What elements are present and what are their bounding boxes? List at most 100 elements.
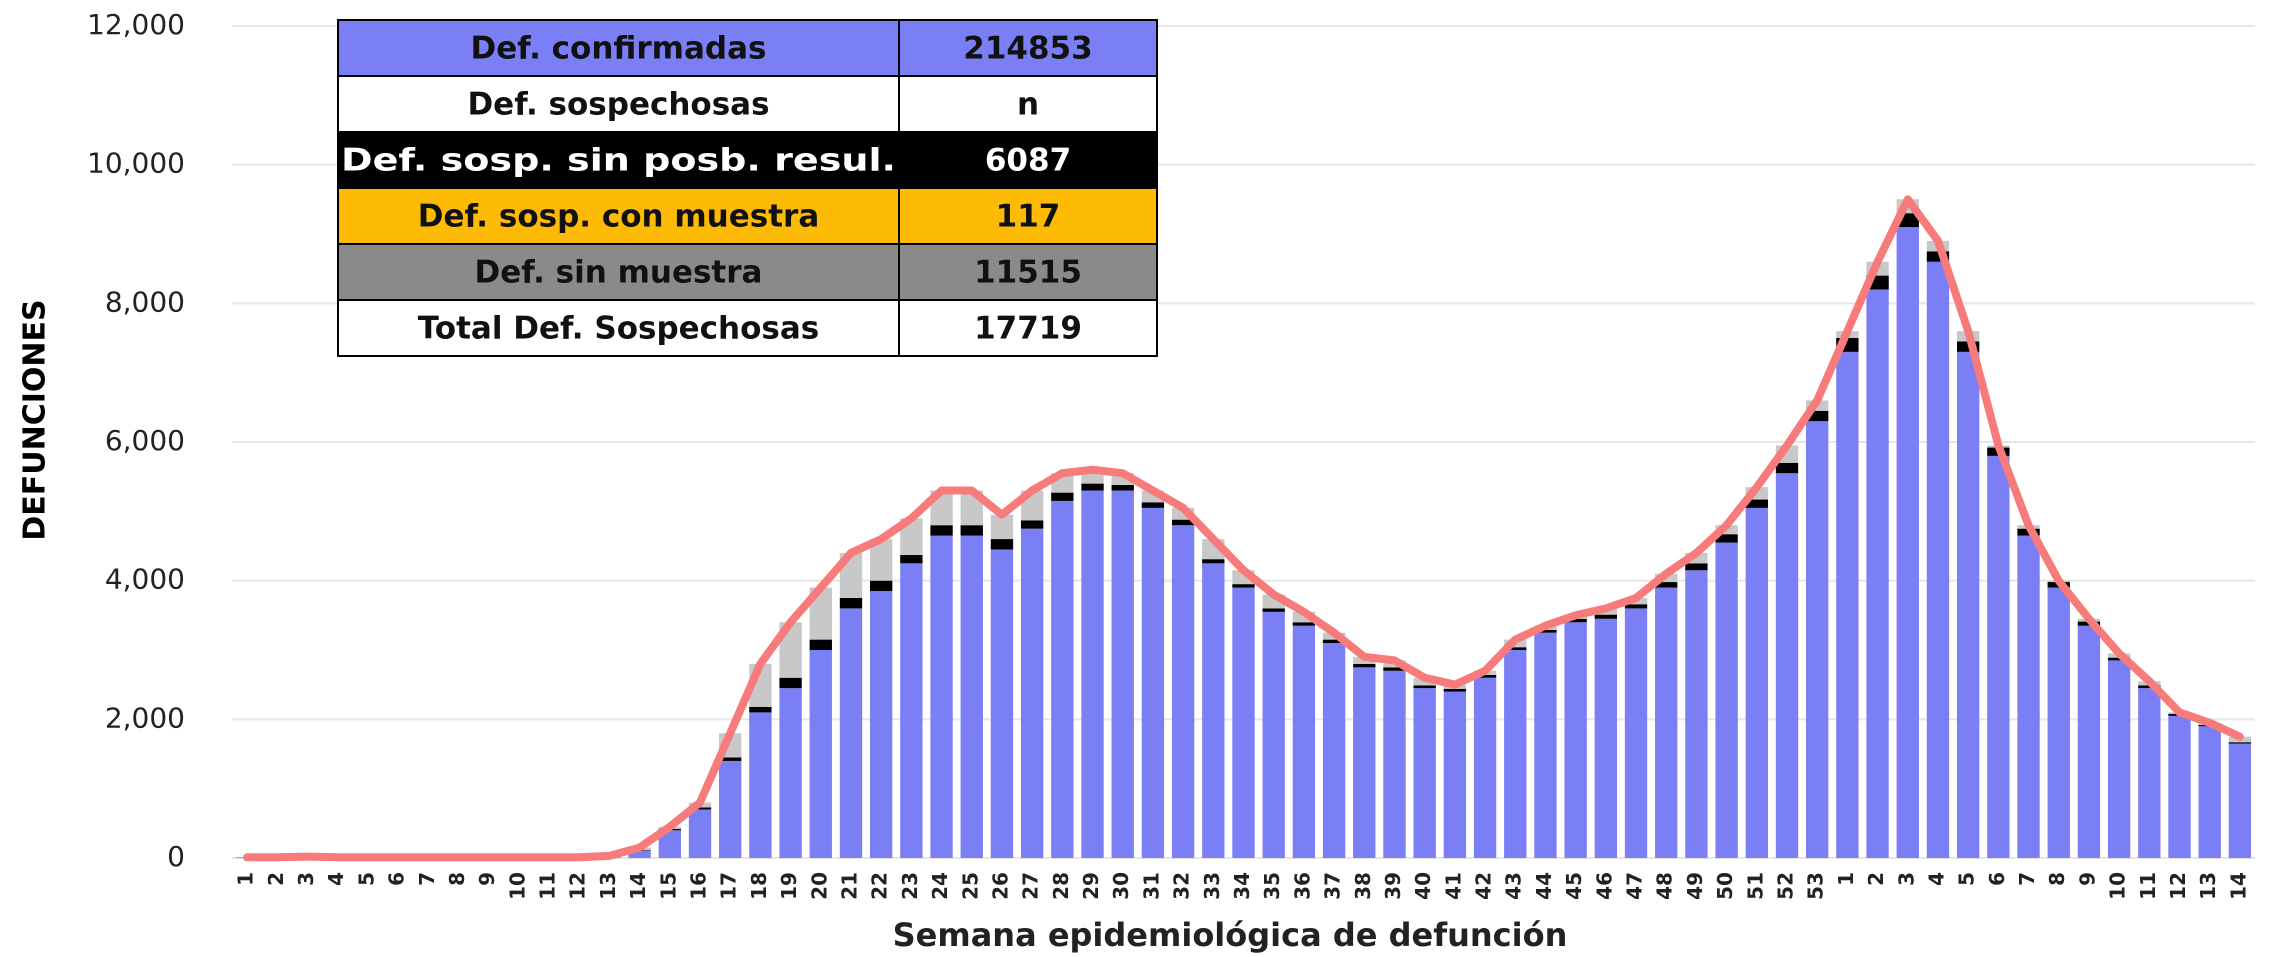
x-tick-label: 38 (1351, 872, 1375, 900)
bar-segment (1685, 552, 1708, 564)
bar-segment (2077, 625, 2101, 858)
x-tick-label: 3 (294, 872, 318, 886)
x-tick-label: 50 (1713, 872, 1737, 900)
bar-segment (1353, 667, 1376, 858)
x-tick-label: 4 (324, 872, 348, 886)
x-tick-label: 4 (1924, 872, 1948, 886)
table-label: Def. confirmadas (471, 31, 767, 67)
x-tick-label: 13 (596, 872, 620, 900)
table-row (337, 187, 1158, 245)
table-label: Def. sospechosas (467, 87, 769, 123)
bar-segment (1141, 507, 1165, 858)
table-value: 117 (996, 199, 1061, 235)
bar-segment (1171, 525, 1195, 858)
bar-segment (1504, 650, 1527, 858)
bar-segment (1171, 519, 1195, 526)
bar-segment (990, 514, 1014, 540)
bar-segment (1745, 499, 1768, 508)
bar-segment (779, 677, 802, 689)
x-tick-label: 2 (264, 872, 288, 886)
x-tick-label: 51 (1743, 872, 1767, 900)
y-tick-label: 8,000 (105, 285, 185, 318)
bar-segment (1111, 490, 1134, 858)
x-tick-label: 19 (777, 872, 801, 900)
x-tick-label: 7 (2015, 872, 2039, 886)
x-tick-label: 13 (2196, 872, 2220, 900)
y-tick-label: 10,000 (87, 147, 185, 180)
table-label: Def. sosp. con muestra (418, 199, 820, 235)
bar-segment (1322, 643, 1346, 858)
x-tick-label: 26 (988, 872, 1012, 900)
x-tick-label: 45 (1562, 872, 1586, 900)
y-tick-label: 2,000 (105, 701, 185, 734)
bar-segment (1262, 608, 1285, 612)
x-tick-label: 32 (1170, 872, 1194, 900)
bar-segment (1020, 520, 1044, 529)
bar-segment (900, 555, 923, 564)
x-tick-label: 46 (1592, 872, 1616, 900)
bar-segment (688, 809, 712, 858)
x-tick-label: 2 (1864, 872, 1888, 886)
bar-segment (2228, 742, 2252, 744)
bar-segment (1956, 351, 1980, 858)
bar-segment (1866, 289, 1889, 858)
x-tick-label: 9 (475, 872, 499, 886)
bar-segment (930, 535, 953, 858)
x-tick-label: 34 (1230, 872, 1254, 900)
bar-segment (2138, 688, 2161, 858)
table-value: 17719 (974, 311, 1082, 347)
bar-segment (1292, 625, 1316, 858)
bar-segment (1806, 421, 1829, 858)
table-label: Def. sin muestra (475, 255, 763, 291)
bar-segment (2198, 726, 2221, 858)
table-value: 6087 (985, 143, 1071, 179)
x-tick-label: 17 (717, 872, 741, 900)
x-tick-label: 27 (1019, 872, 1043, 900)
bar-segment (1987, 455, 2010, 858)
table-row (337, 243, 1158, 301)
bar-segment (1111, 473, 1134, 485)
bar-segment (2168, 715, 2191, 858)
y-tick-label: 6,000 (105, 424, 185, 457)
table-row (337, 299, 1158, 357)
bar-segment (658, 830, 681, 858)
y-tick-label: 4,000 (105, 563, 185, 596)
x-tick-label: 47 (1623, 872, 1647, 900)
bar-segment (1806, 410, 1829, 422)
x-tick-label: 25 (958, 872, 982, 900)
bar-segment (809, 639, 832, 650)
bar-segment (1051, 492, 1074, 501)
bar-segment (1413, 688, 1436, 858)
bar-segment (1956, 341, 1980, 352)
x-tick-label: 9 (2075, 872, 2099, 886)
x-tick-label: 5 (354, 872, 378, 886)
table-value: 214853 (963, 31, 1092, 67)
x-tick-label: 42 (1472, 872, 1496, 900)
x-tick-label: 1 (234, 872, 258, 886)
x-tick-label: 20 (807, 872, 831, 900)
bar-segment (1443, 691, 1467, 858)
bar-segment (1232, 584, 1255, 588)
table-row (337, 75, 1158, 133)
x-tick-label: 36 (1290, 872, 1314, 900)
bar-segment (1353, 663, 1376, 668)
x-tick-label: 15 (656, 872, 680, 900)
x-tick-label: 7 (415, 872, 439, 886)
x-tick-label: 21 (837, 872, 861, 900)
bar-segment (2107, 660, 2131, 858)
y-tick-label: 12,000 (87, 8, 185, 41)
bar-segment (1564, 622, 1587, 858)
x-tick-label: 18 (747, 872, 771, 900)
bar-segment (1564, 618, 1587, 623)
x-tick-label: 10 (2106, 872, 2130, 900)
x-tick-label: 52 (1773, 872, 1797, 900)
bar-segment (2017, 535, 2040, 858)
x-axis-title: Semana epidemiológica de defunción (893, 916, 1568, 954)
bar-segment (1745, 507, 1768, 858)
x-tick-label: 44 (1532, 872, 1556, 900)
x-tick-label: 30 (1109, 872, 1133, 900)
bar-segment (1443, 688, 1467, 692)
bar-segment (719, 757, 742, 761)
bar-segment (869, 591, 893, 858)
bar-segment (628, 851, 651, 858)
